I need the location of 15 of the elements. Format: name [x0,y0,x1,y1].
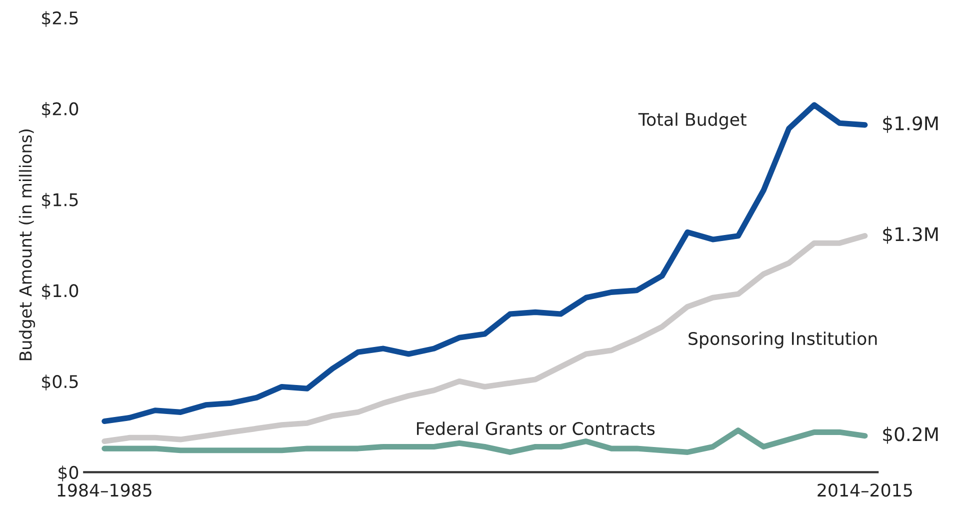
y-axis-title: Budget Amount (in millions) [18,129,36,360]
y-tick-label: $1.5 [42,192,78,209]
annotation: $0.2M [883,426,938,444]
annotation: $1.3M [883,226,938,244]
x-tick-label: 1984–1985 [58,484,152,497]
y-tick-label: $0 [58,466,78,482]
series-label: Sponsoring Institution [688,332,877,348]
y-tick-label: $2.0 [42,102,78,118]
y-tick-label: $2.5 [42,11,78,27]
y-tick-label: $1.0 [42,284,78,300]
x-tick-label: 2014–2015 [818,484,912,497]
y-tick-label: $0.5 [42,374,78,390]
annotation: $1.9M [883,116,938,133]
text: Total Budget [638,112,746,130]
series-label: Federal Grants or Contracts [417,422,655,436]
